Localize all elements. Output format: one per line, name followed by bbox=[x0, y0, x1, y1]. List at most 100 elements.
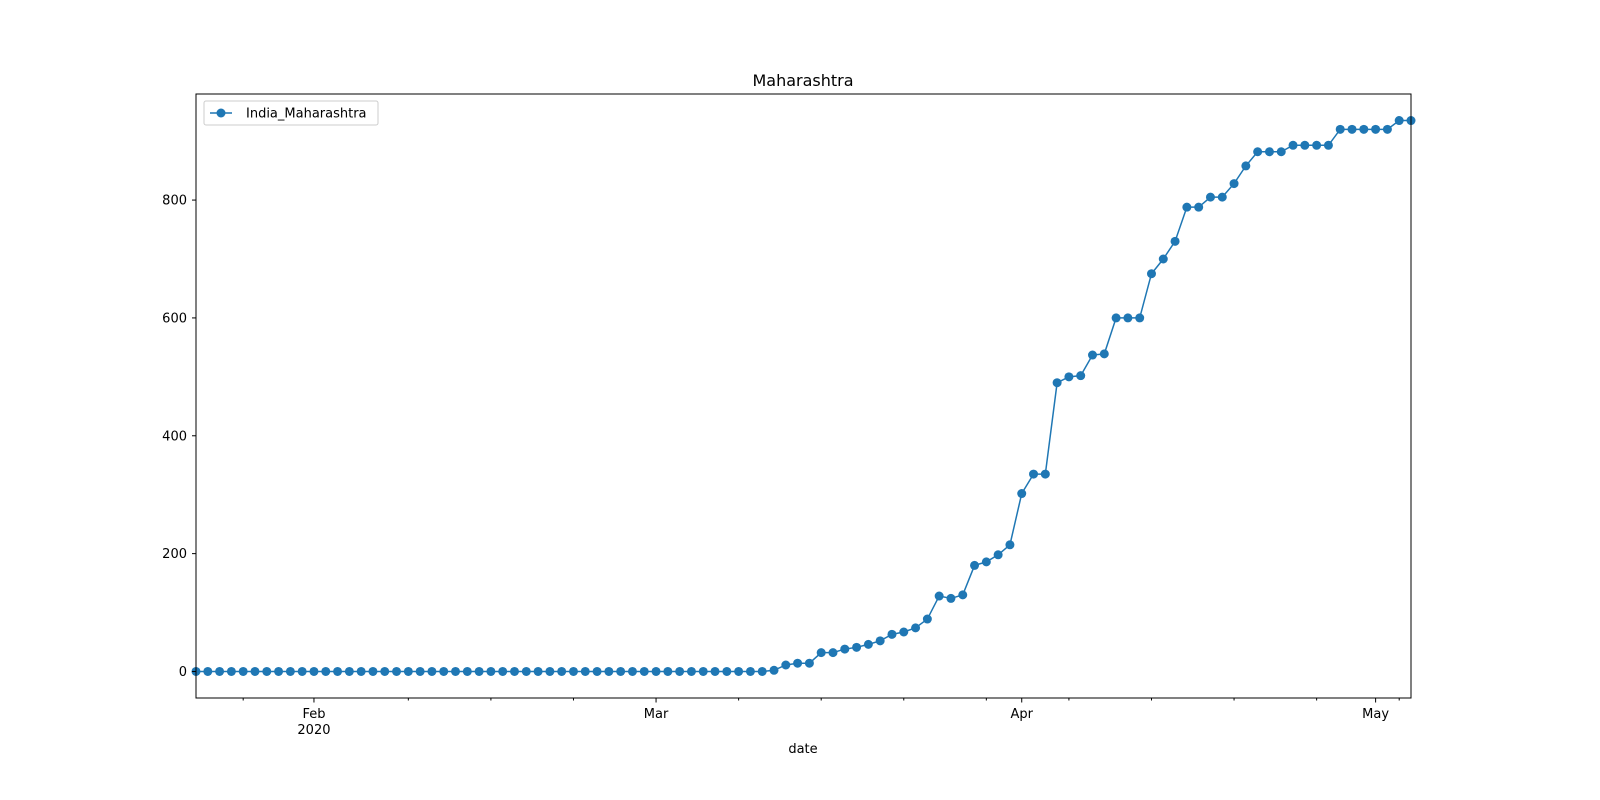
data-point bbox=[1040, 469, 1050, 479]
data-point bbox=[521, 666, 531, 676]
data-point bbox=[852, 642, 862, 652]
data-point bbox=[1394, 116, 1404, 126]
data-point bbox=[616, 666, 626, 676]
data-point bbox=[981, 557, 991, 567]
data-point bbox=[899, 627, 909, 637]
data-point bbox=[1076, 371, 1086, 381]
data-point bbox=[840, 644, 850, 654]
series-line bbox=[196, 119, 1411, 673]
legend-box bbox=[203, 100, 379, 126]
data-point bbox=[1312, 140, 1322, 150]
data-point bbox=[757, 666, 767, 676]
data-point bbox=[745, 666, 755, 676]
x-tick-label: May bbox=[1362, 707, 1389, 722]
data-point bbox=[1323, 140, 1333, 150]
data-point bbox=[1182, 202, 1192, 212]
data-point bbox=[403, 666, 413, 676]
data-point bbox=[427, 666, 437, 676]
data-point bbox=[215, 666, 225, 676]
data-point bbox=[415, 666, 425, 676]
data-point bbox=[368, 666, 378, 676]
data-point bbox=[392, 666, 402, 676]
data-point bbox=[1194, 202, 1204, 212]
data-point bbox=[793, 658, 803, 668]
data-point bbox=[356, 666, 366, 676]
data-point bbox=[285, 666, 295, 676]
data-point bbox=[510, 666, 519, 676]
data-point bbox=[911, 623, 921, 633]
data-point bbox=[639, 666, 649, 676]
data-point bbox=[1123, 313, 1133, 323]
data-point bbox=[970, 560, 980, 570]
data-point bbox=[462, 666, 472, 676]
data-point bbox=[1335, 124, 1345, 134]
data-point bbox=[226, 666, 236, 676]
axes-frame bbox=[195, 93, 1412, 699]
y-axis: 0 200 400 600 800 bbox=[162, 194, 196, 680]
data-point bbox=[1371, 124, 1381, 134]
y-tick-label: 200 bbox=[162, 547, 187, 562]
data-point bbox=[675, 666, 685, 676]
data-point bbox=[698, 666, 708, 676]
data-point bbox=[1347, 124, 1357, 134]
data-point bbox=[1382, 124, 1392, 134]
data-point bbox=[604, 666, 614, 676]
legend-entry-label: India_Maharashtra bbox=[246, 107, 367, 122]
data-point bbox=[545, 666, 555, 676]
data-point bbox=[1052, 378, 1062, 388]
data-point bbox=[486, 666, 496, 676]
legend-marker-swatch bbox=[216, 108, 226, 118]
chart-title: Maharashtra bbox=[752, 71, 853, 90]
legend: India_Maharashtra bbox=[203, 100, 379, 126]
data-point bbox=[451, 666, 461, 676]
x-tick-label: Apr bbox=[1010, 707, 1033, 722]
data-point bbox=[557, 666, 567, 676]
data-point bbox=[710, 666, 720, 676]
data-point bbox=[875, 636, 885, 646]
data-point bbox=[887, 629, 897, 639]
data-point bbox=[344, 666, 354, 676]
data-point bbox=[627, 666, 637, 676]
data-point bbox=[439, 666, 449, 676]
data-point bbox=[993, 550, 1003, 560]
data-point bbox=[1005, 540, 1015, 550]
data-point bbox=[1017, 489, 1027, 499]
data-point bbox=[1158, 254, 1168, 264]
y-tick-label: 400 bbox=[162, 429, 187, 444]
data-point bbox=[580, 666, 590, 676]
x-axis-label: date bbox=[788, 742, 817, 757]
y-tick-label: 800 bbox=[162, 194, 187, 209]
y-tick-label: 0 bbox=[179, 665, 187, 680]
plot-area bbox=[191, 116, 1416, 676]
data-point bbox=[663, 666, 673, 676]
data-point bbox=[722, 666, 732, 676]
x-tick-label: Mar bbox=[644, 707, 669, 722]
data-point bbox=[250, 666, 260, 676]
data-point bbox=[958, 590, 968, 600]
x-tick-label: Feb bbox=[302, 707, 325, 722]
data-point bbox=[1264, 147, 1274, 157]
data-point bbox=[734, 666, 744, 676]
data-point bbox=[380, 666, 390, 676]
data-point bbox=[1088, 350, 1097, 360]
data-point bbox=[769, 665, 779, 675]
data-point bbox=[804, 658, 814, 668]
data-point bbox=[568, 666, 578, 676]
data-point bbox=[1300, 140, 1310, 150]
data-point bbox=[1029, 469, 1039, 479]
data-point bbox=[863, 639, 873, 649]
data-point bbox=[1099, 349, 1109, 359]
data-point bbox=[946, 593, 956, 603]
data-point bbox=[781, 660, 791, 670]
data-point bbox=[474, 666, 484, 676]
data-point bbox=[1217, 192, 1227, 202]
data-point bbox=[1111, 313, 1121, 323]
data-point bbox=[686, 666, 696, 676]
data-point bbox=[297, 666, 307, 676]
data-point bbox=[321, 666, 331, 676]
data-point bbox=[238, 666, 248, 676]
x-tick-sublabel: 2020 bbox=[297, 723, 330, 738]
data-point bbox=[816, 648, 826, 658]
data-point bbox=[309, 666, 319, 676]
data-point bbox=[1359, 124, 1369, 134]
